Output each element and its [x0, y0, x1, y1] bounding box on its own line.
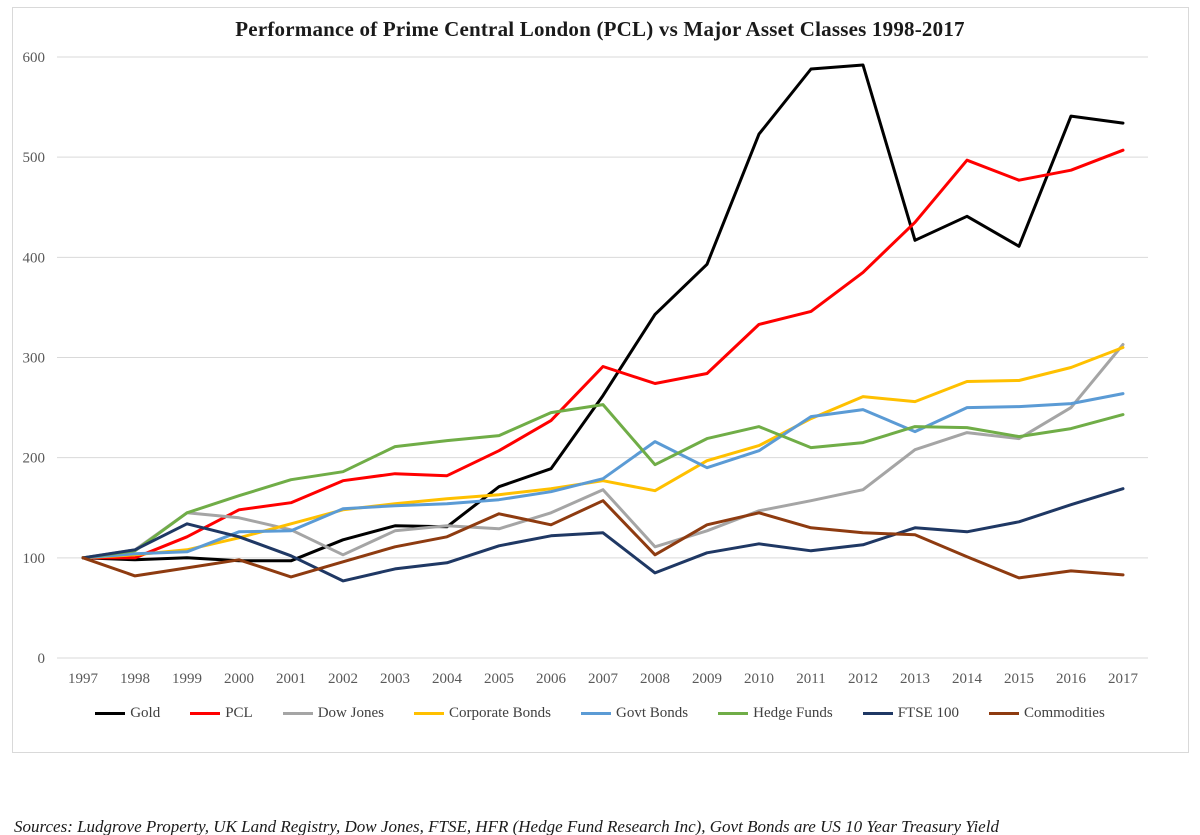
legend-swatch-commodities [988, 712, 1019, 715]
legend-label-gold: Gold [130, 705, 161, 721]
x-tick-label: 2000 [224, 671, 254, 687]
y-tick-label: 0 [38, 651, 46, 667]
legend-label-pcl: PCL [225, 705, 253, 721]
legend-label-dow-jones: Dow Jones [317, 705, 384, 721]
series-line-gold [81, 63, 1125, 563]
x-tick-label: 2007 [588, 671, 619, 687]
legend-item-pcl: PCL [190, 705, 253, 722]
x-tick-label: 2005 [484, 671, 514, 687]
x-tick-label: 1998 [120, 671, 150, 687]
series-line-corporate-bonds [81, 346, 1125, 560]
y-tick-label: 500 [23, 150, 46, 166]
legend-label-corporate-bonds: Corporate Bonds [448, 705, 552, 721]
legend-item-gold: Gold [95, 705, 160, 722]
y-tick-label: 100 [23, 551, 46, 567]
legend-item-dow-jones: Dow Jones [282, 705, 384, 722]
series-line-govt-bonds [81, 392, 1125, 560]
legend-swatch-govt-bonds [581, 712, 612, 715]
x-tick-label: 2014 [952, 671, 983, 687]
chart-title: Performance of Prime Central London (PCL… [235, 17, 965, 41]
x-tick-label: 2016 [1056, 671, 1087, 687]
x-tick-label: 2008 [640, 671, 670, 687]
legend-item-hedge-funds: Hedge Funds [718, 705, 833, 722]
legend-swatch-hedge-funds [718, 712, 749, 715]
legend-swatch-ftse-100 [862, 712, 893, 715]
legend-label-ftse-100: FTSE 100 [897, 705, 959, 721]
series-line-dow-jones [81, 343, 1125, 560]
legend-item-govt-bonds: Govt Bonds [581, 705, 688, 722]
legend-swatch-dow-jones [282, 712, 313, 715]
legend-item-corporate-bonds: Corporate Bonds [413, 705, 552, 722]
source-note-line: Sources: Ludgrove Property, UK Land Regi… [14, 817, 999, 835]
x-tick-label: 2012 [848, 671, 878, 687]
legend-swatch-corporate-bonds [413, 712, 444, 715]
x-tick-label: 2006 [536, 671, 567, 687]
source-notes: Sources: Ludgrove Property, UK Land Regi… [14, 759, 1194, 835]
x-tick-label: 2013 [900, 671, 930, 687]
y-tick-label: 400 [23, 250, 46, 266]
x-tick-label: 2010 [744, 671, 774, 687]
series-line-ftse-100 [81, 487, 1125, 583]
x-tick-label: 2015 [1004, 671, 1034, 687]
legend-swatch-gold [95, 712, 126, 715]
series-line-hedge-funds [81, 403, 1125, 560]
x-tick-label: 2002 [328, 671, 358, 687]
legend-item-ftse-100: FTSE 100 [862, 705, 959, 722]
legend-label-govt-bonds: Govt Bonds [616, 705, 689, 721]
y-tick-label: 600 [23, 50, 46, 66]
x-tick-label: 2003 [380, 671, 410, 687]
chart-border [12, 7, 1189, 753]
legend-swatch-pcl [190, 712, 221, 715]
x-tick-label: 1997 [68, 671, 99, 687]
x-tick-label: 1999 [172, 671, 202, 687]
y-tick-label: 200 [23, 451, 46, 467]
x-tick-label: 2004 [432, 671, 463, 687]
series-line-pcl [81, 148, 1125, 560]
series-line-commodities [81, 499, 1125, 580]
x-tick-label: 2011 [796, 671, 825, 687]
y-tick-label: 300 [23, 351, 46, 367]
x-tick-label: 2017 [1108, 671, 1139, 687]
chart-legend: Gold PCL Dow Jones Corporate Bonds Govt Bond… [12, 705, 1188, 722]
legend-item-commodities: Commodities [988, 705, 1105, 722]
x-tick-label: 2009 [692, 671, 722, 687]
legend-label-commodities: Commodities [1023, 705, 1105, 721]
x-tick-label: 2001 [276, 671, 306, 687]
legend-label-hedge-funds: Hedge Funds [753, 705, 833, 721]
